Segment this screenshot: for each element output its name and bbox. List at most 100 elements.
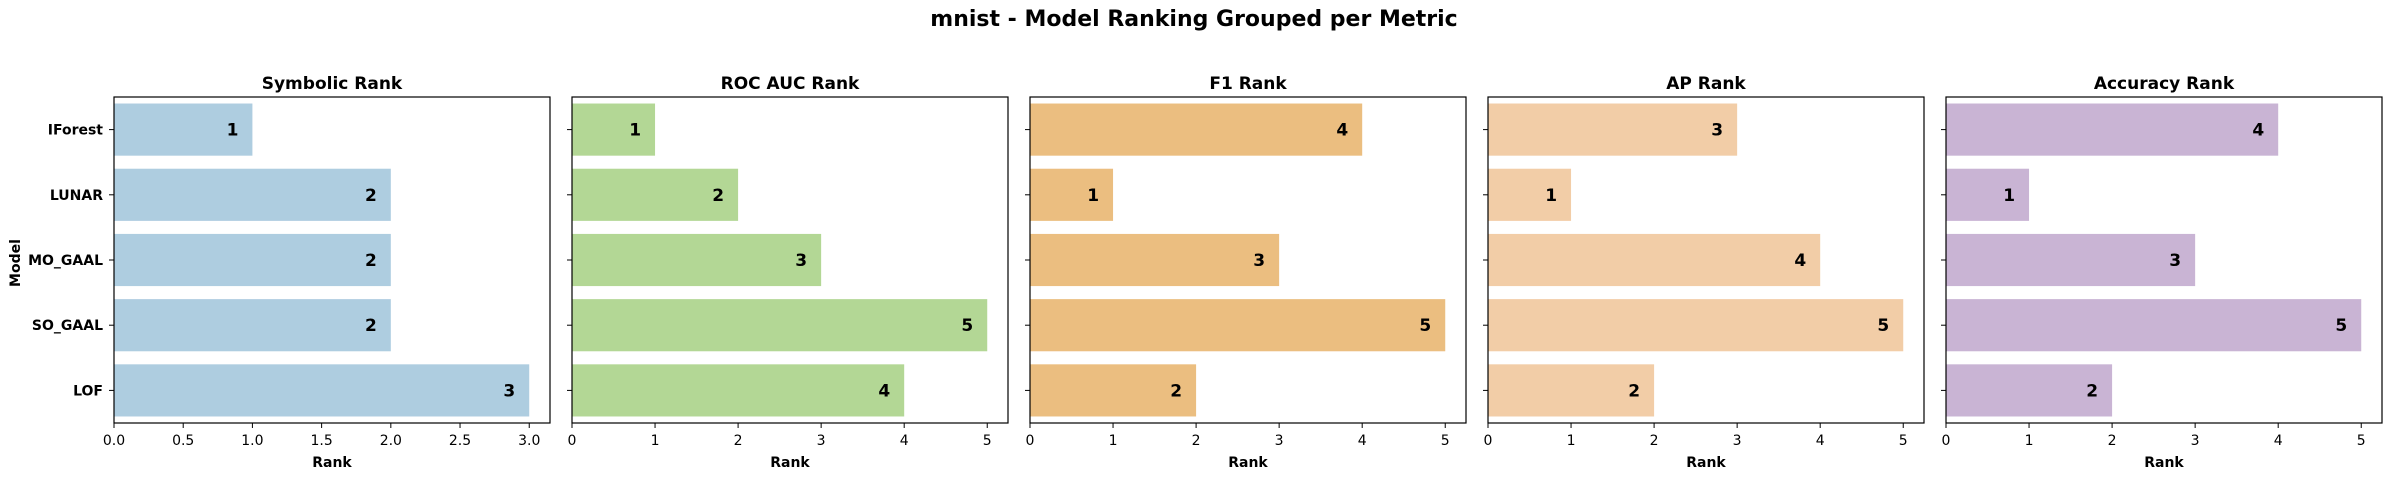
bar-lunar (114, 168, 391, 221)
panel-5: 4 1 3 5 2 0 1 2 3 4 5 Accuracy Rank Rank (1941, 74, 2383, 471)
x-tick-label: 2 (1192, 433, 1201, 449)
bar-lof (1030, 364, 1197, 417)
bar-value-label: 3 (1253, 251, 1265, 271)
x-tick-label: 0.0 (103, 433, 125, 449)
x-tick-label: 1 (1109, 433, 1118, 449)
x-tick-label: 4 (1816, 433, 1825, 449)
panel-title: Symbolic Rank (262, 74, 403, 94)
y-tick-label: MO_GAAL (28, 253, 103, 269)
y-tick-label: LUNAR (50, 188, 103, 204)
bar-value-label: 2 (365, 186, 377, 206)
x-tick-label: 1.0 (241, 433, 263, 449)
x-tick-label: 1 (2025, 433, 2034, 449)
bar-value-label: 5 (1419, 316, 1431, 336)
x-tick-label: 2.0 (380, 433, 402, 449)
x-tick-label: 1.5 (310, 433, 332, 449)
bar-value-label: 4 (878, 381, 890, 401)
bar-so-gaal (1488, 299, 1904, 352)
bar-lof (1946, 364, 2113, 417)
bar-value-label: 1 (1087, 186, 1099, 206)
bar-value-label: 3 (503, 381, 515, 401)
bar-value-label: 3 (2169, 251, 2181, 271)
panel-title: AP Rank (1666, 74, 1746, 94)
bar-lunar (1488, 168, 1572, 221)
x-tick-label: 1 (1567, 433, 1576, 449)
bar-so-gaal (572, 299, 988, 352)
bar-value-label: 1 (1545, 186, 1557, 206)
x-tick-label: 2 (2108, 433, 2117, 449)
x-tick-label: 0 (1484, 433, 1493, 449)
x-tick-label: 3 (1733, 433, 1742, 449)
x-axis-label: Rank (770, 455, 810, 471)
bar-iforest (572, 103, 656, 156)
x-tick-label: 3 (817, 433, 826, 449)
x-tick-label: 4 (900, 433, 909, 449)
bar-value-label: 2 (365, 251, 377, 271)
bar-value-label: 4 (1794, 251, 1806, 271)
bar-so-gaal (114, 299, 391, 352)
bar-mo-gaal (1946, 233, 2196, 287)
panel-1: 1 2 2 2 3 IForest LUNAR MO_GAAL SO_GAAL LOF 0.0 0.5… (28, 74, 551, 471)
bar-lof (1488, 364, 1655, 417)
x-tick-label: 5 (2357, 433, 2366, 449)
bar-so-gaal (1946, 299, 2362, 352)
figure-title: mnist - Model Ranking Grouped per Metric (930, 7, 1457, 32)
x-tick-label: 3 (2191, 433, 2200, 449)
bar-lunar (572, 168, 739, 221)
x-tick-label: 5 (1899, 433, 1908, 449)
panel-2: 1 2 3 5 4 0 1 2 3 4 5 ROC AUC Rank Rank (567, 74, 1009, 471)
bar-value-label: 2 (2086, 381, 2098, 401)
x-tick-label: 0 (1942, 433, 1951, 449)
bar-value-label: 1 (2003, 186, 2015, 206)
panels: 1 2 2 2 3 IForest LUNAR MO_GAAL SO_GAAL LOF 0.0 0.5… (28, 74, 2383, 471)
bar-iforest (1946, 103, 2279, 156)
panel-title: ROC AUC Rank (721, 74, 860, 94)
bar-value-label: 1 (629, 121, 641, 141)
x-tick-label: 0 (568, 433, 577, 449)
bar-mo-gaal (1030, 233, 1280, 287)
bar-value-label: 3 (795, 251, 807, 271)
y-axis-label: Model (8, 239, 24, 287)
x-tick-label: 2 (734, 433, 743, 449)
x-tick-label: 4 (1358, 433, 1367, 449)
bar-value-label: 2 (1170, 381, 1182, 401)
bar-lunar (1946, 168, 2030, 221)
bar-value-label: 5 (961, 316, 973, 336)
bar-lof (572, 364, 905, 417)
x-axis-label: Rank (1228, 455, 1268, 471)
x-tick-label: 5 (1441, 433, 1450, 449)
y-tick-label: LOF (73, 383, 103, 399)
bar-mo-gaal (1488, 233, 1821, 287)
panel-4: 3 1 4 5 2 0 1 2 3 4 5 AP Rank Rank (1483, 74, 1925, 471)
y-tick-label: IForest (48, 123, 104, 139)
bar-lunar (1030, 168, 1114, 221)
bar-value-label: 3 (1711, 121, 1723, 141)
bar-value-label: 2 (365, 316, 377, 336)
x-tick-label: 0 (1026, 433, 1035, 449)
bar-value-label: 4 (2252, 121, 2264, 141)
bar-value-label: 2 (712, 186, 724, 206)
bar-mo-gaal (572, 233, 822, 287)
x-tick-label: 1 (651, 433, 660, 449)
bar-iforest (114, 103, 253, 156)
bar-value-label: 4 (1336, 121, 1348, 141)
x-tick-label: 5 (983, 433, 992, 449)
y-tick-label: SO_GAAL (32, 318, 103, 334)
x-axis-label: Rank (1686, 455, 1726, 471)
panel-title: Accuracy Rank (2094, 74, 2235, 94)
bar-lof (114, 364, 530, 417)
x-axis-label: Rank (2144, 455, 2184, 471)
x-tick-label: 3 (1275, 433, 1284, 449)
x-tick-label: 2 (1650, 433, 1659, 449)
panel-title: F1 Rank (1209, 74, 1287, 94)
bar-value-label: 5 (1877, 316, 1889, 336)
bar-value-label: 5 (2335, 316, 2347, 336)
bar-iforest (1488, 103, 1738, 156)
bar-mo-gaal (114, 233, 391, 287)
bar-value-label: 2 (1628, 381, 1640, 401)
x-tick-label: 2.5 (449, 433, 471, 449)
bar-so-gaal (1030, 299, 1446, 352)
x-tick-label: 3.0 (518, 433, 540, 449)
x-axis-label: Rank (312, 455, 352, 471)
